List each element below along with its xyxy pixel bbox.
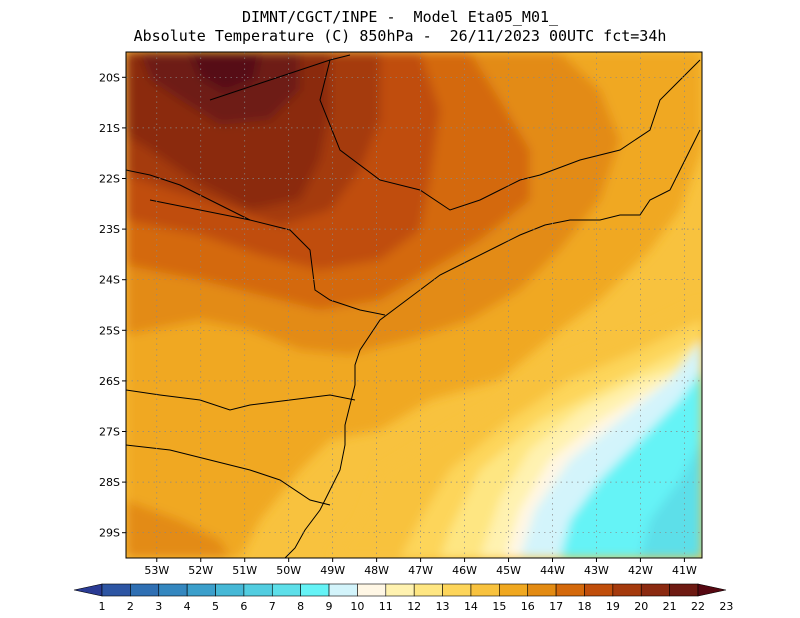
colorbar-label: 15 xyxy=(492,600,506,613)
map-frame xyxy=(125,51,703,559)
colorbar-label: 18 xyxy=(577,600,591,613)
lon-tick-label: 52W xyxy=(188,564,213,577)
lon-tick-label: 41W xyxy=(672,564,697,577)
colorbar-cell xyxy=(271,583,301,597)
colorbar-label: 13 xyxy=(436,600,450,613)
lat-tick-label: 29S xyxy=(99,527,120,540)
colorbar-label: 3 xyxy=(155,600,162,613)
colorbar-label: 10 xyxy=(350,600,364,613)
title-line-1: DIMNT/CGCT/INPE - Model Eta05_M01_ xyxy=(241,8,559,26)
band-8 xyxy=(640,440,702,558)
lon-tick-label: 49W xyxy=(320,564,345,577)
lon-tick-label: 43W xyxy=(584,564,609,577)
colorbar-cell xyxy=(442,583,472,597)
colorbar-label: 7 xyxy=(269,600,276,613)
colorbar-cell xyxy=(584,583,614,597)
colorbar-label: 11 xyxy=(379,600,393,613)
band-23 xyxy=(190,52,260,92)
colorbar-label: 22 xyxy=(691,600,705,613)
lon-tick-label: 53W xyxy=(144,564,169,577)
colorbar-label: 14 xyxy=(464,600,478,613)
colorbar-cell xyxy=(499,583,529,597)
state-border-pr-sc xyxy=(126,389,356,411)
lon-tick-label: 50W xyxy=(276,564,301,577)
lat-tick-label: 22S xyxy=(99,173,120,186)
colorbar-cell xyxy=(385,583,415,597)
colorbar-label: 1 xyxy=(99,600,106,613)
colorbar-cell xyxy=(357,583,387,597)
lat-tick-label: 25S xyxy=(99,324,120,337)
colorbar-label: 2 xyxy=(127,600,134,613)
colorbar-cell xyxy=(158,583,188,597)
colorbar-cell xyxy=(527,583,557,597)
lat-tick-label: 21S xyxy=(99,122,120,135)
lat-tick-label: 27S xyxy=(99,426,120,439)
colorbar-label: 16 xyxy=(521,600,535,613)
lat-tick-label: 20S xyxy=(99,71,120,84)
band-17b xyxy=(126,500,230,558)
grid xyxy=(126,52,702,558)
lon-tick-label: 46W xyxy=(452,564,477,577)
colorbar-label: 6 xyxy=(240,600,247,613)
colorbar-label: 12 xyxy=(407,600,421,613)
lon-tick-label: 51W xyxy=(232,564,257,577)
colorbar-label: 21 xyxy=(663,600,677,613)
lat-tick-label: 24S xyxy=(99,274,120,287)
colorbar-label: 8 xyxy=(297,600,304,613)
lon-tick-label: 48W xyxy=(364,564,389,577)
state-border-mg-go xyxy=(209,54,351,101)
state-border-sc-rs xyxy=(126,444,331,506)
lat-tick-label: 23S xyxy=(99,223,120,236)
colorbar-cell xyxy=(130,583,160,597)
colorbar-cell xyxy=(640,583,670,597)
colorbar-label: 19 xyxy=(606,600,620,613)
colorbar-label: 17 xyxy=(549,600,563,613)
lon-tick-label: 45W xyxy=(496,564,521,577)
lon-tick-label: 44W xyxy=(540,564,565,577)
state-border-sp-pr xyxy=(149,199,386,316)
colorbar-label: 20 xyxy=(634,600,648,613)
colorbar-cell xyxy=(243,583,273,597)
colorbar-label: 9 xyxy=(326,600,333,613)
colorbar: 1 2 3 4 5 6 7 8 9 10 11 12 13 14 15 16 17 18 19 20 21 22 23 xyxy=(73,583,733,613)
colorbar-label: 4 xyxy=(184,600,191,613)
colorbar-label: 23 xyxy=(719,600,733,613)
state-border-mg-es-rj xyxy=(539,59,701,176)
lon-tick-label: 47W xyxy=(408,564,433,577)
band-14 xyxy=(400,230,702,558)
state-border-ms xyxy=(126,169,251,221)
colorbar-cell xyxy=(101,583,131,597)
colorbar-cell xyxy=(612,583,642,597)
lat-tick-label: 26S xyxy=(99,375,120,388)
colorbar-arrow-high xyxy=(697,583,727,597)
colorbar-cell xyxy=(215,583,245,597)
colorbar-cell xyxy=(413,583,443,597)
temperature-field xyxy=(126,52,702,558)
title-line-2: Absolute Temperature (C) 850hPa - 26/11/… xyxy=(133,27,667,45)
longitude-axis: 53W 52W 51W 50W 49W 48W 47W 46W 45W 44W 43W 42W 41W xyxy=(144,558,697,577)
lon-tick-label: 42W xyxy=(628,564,653,577)
lat-tick-label: 28S xyxy=(99,476,120,489)
colorbar-arrow-low xyxy=(73,583,103,597)
colorbar-cell xyxy=(300,583,330,597)
colorbar-cell xyxy=(669,583,699,597)
colorbar-cell xyxy=(470,583,500,597)
state-border-sp-mg xyxy=(319,59,541,211)
colorbar-cell xyxy=(328,583,358,597)
colorbar-cell xyxy=(555,583,585,597)
colorbar-cell xyxy=(186,583,216,597)
boundaries xyxy=(126,54,701,558)
coastline xyxy=(284,129,701,558)
latitude-axis: 20S 21S 22S 23S 24S 25S 26S 27S 28S 29S xyxy=(99,71,126,540)
colorbar-label: 5 xyxy=(212,600,219,613)
